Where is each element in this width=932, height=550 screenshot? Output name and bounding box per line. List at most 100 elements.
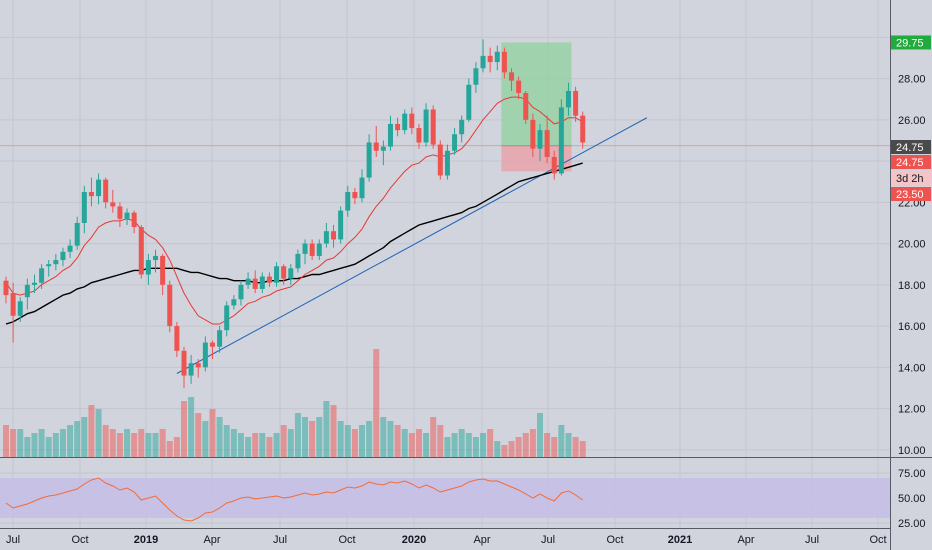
candle-body: [565, 90, 571, 108]
time-axis-label: Apr: [473, 534, 490, 546]
volume-bar: [31, 433, 38, 457]
volume-bar: [437, 425, 444, 457]
volume-bar: [245, 437, 252, 457]
volume-bar: [515, 437, 522, 457]
candle-body: [167, 284, 173, 327]
target-price-tag-text: 29.75: [896, 37, 924, 49]
candle-body: [509, 72, 515, 81]
candle-body: [195, 363, 201, 368]
candle: [302, 239, 308, 265]
time-axis-label: 2019: [134, 534, 158, 546]
candle: [131, 210, 137, 234]
volume-bar: [124, 429, 131, 457]
candle-body: [96, 179, 102, 197]
candle-body: [530, 119, 536, 149]
trend-line[interactable]: [176, 117, 648, 374]
volume-bar: [423, 433, 430, 457]
candle-body: [252, 278, 258, 289]
volume-bar: [266, 437, 273, 457]
price-axis-label: 14.00: [898, 362, 926, 374]
time-axis-label: Jul: [541, 534, 555, 546]
candle: [46, 260, 52, 277]
candle-body: [131, 212, 137, 228]
candle: [245, 272, 251, 289]
volume-bar: [565, 433, 572, 457]
candle: [387, 115, 393, 151]
volume-bar: [501, 445, 508, 457]
volume-bar: [88, 405, 95, 457]
candle-body: [39, 268, 45, 283]
candle-body: [24, 284, 30, 298]
candle-body: [10, 293, 16, 316]
candle-body: [480, 55, 486, 69]
volume-bar: [337, 421, 344, 457]
stop-price-tag-box: [891, 187, 931, 201]
candle-body: [551, 156, 557, 174]
price-axis-label: 26.00: [898, 115, 926, 127]
candle-body: [309, 243, 315, 256]
volume-bar: [195, 413, 202, 457]
candle: [409, 107, 415, 135]
candle-body: [302, 243, 308, 254]
candle: [323, 222, 329, 248]
volume-bar: [273, 433, 280, 457]
candle: [530, 113, 536, 157]
volume-bar: [181, 401, 187, 457]
current-price-tag-text: 24.75: [896, 142, 924, 154]
candle: [537, 123, 543, 162]
candle-body: [316, 243, 322, 256]
candle: [501, 47, 507, 79]
candle: [209, 340, 215, 360]
candle: [259, 272, 265, 294]
time-axis-label: Apr: [203, 534, 220, 546]
volume-bar: [280, 425, 287, 457]
volume-bar: [551, 437, 558, 457]
volume-bar: [209, 409, 216, 457]
candle-body: [437, 144, 443, 176]
candle-body: [181, 350, 187, 376]
candle-body: [444, 150, 450, 176]
candle-body: [459, 119, 465, 135]
candle: [395, 117, 401, 137]
rsi-axis-label: 25.00: [898, 518, 926, 530]
candle-body: [373, 142, 379, 151]
volume-bar: [380, 417, 387, 457]
volume-bar: [480, 433, 487, 457]
candle: [195, 359, 201, 378]
volume-bar: [138, 429, 145, 457]
current-price-tag: 24.75: [891, 140, 931, 154]
rsi-axis-labels: 75.00 50.00 25.00: [898, 468, 926, 530]
candle: [252, 270, 258, 294]
candle-body: [259, 276, 265, 289]
price-axis-label: 18.00: [898, 280, 926, 292]
volume-bar: [287, 429, 294, 457]
candle: [31, 274, 37, 294]
candle: [402, 109, 408, 135]
volume-bar: [45, 437, 52, 457]
candle: [231, 295, 237, 310]
candle: [81, 185, 87, 234]
entry-price-tag-text: 24.75: [896, 157, 924, 169]
candle-body: [501, 51, 507, 73]
candle-body: [153, 255, 159, 261]
candle: [181, 346, 187, 388]
candle: [266, 272, 272, 287]
volume-bar: [373, 349, 380, 457]
candle: [416, 123, 422, 149]
candle: [295, 249, 301, 273]
volume-bar: [529, 429, 536, 457]
time-axis-labels[interactable]: Jul Oct 2019 Apr Jul Oct 2020 Apr Jul Oct 2021 Apr J…: [6, 534, 887, 546]
time-axis-label: 2021: [668, 534, 692, 546]
target-price-tag-box: [891, 35, 931, 50]
candle-body: [238, 284, 244, 300]
candle-body: [103, 179, 109, 203]
candle: [10, 282, 16, 343]
candle-body: [31, 282, 37, 285]
candle: [103, 177, 109, 209]
candle: [452, 128, 458, 155]
volume-bar: [10, 429, 17, 457]
candle-body: [188, 363, 194, 376]
volume-bar: [159, 429, 166, 457]
volume-bar: [223, 425, 230, 457]
